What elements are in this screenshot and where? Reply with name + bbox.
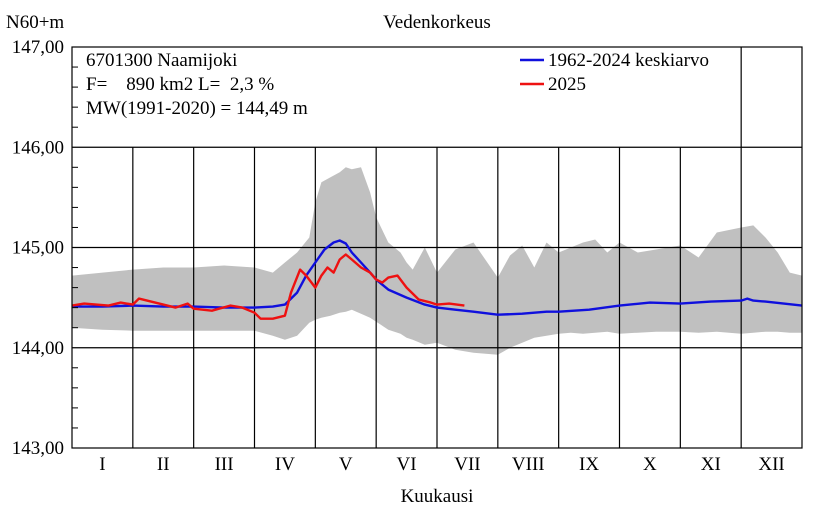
series-line-0 [72,239,803,316]
month-label-3: III [215,454,234,475]
plot-frame [71,46,803,449]
y-axis-label: N60+m [6,12,64,33]
y-tick-label-4: 143,00 [12,438,64,459]
month-label-6: VI [397,454,417,475]
series-line-1 [71,253,465,320]
legend-label-average: 1962-2024 keskiarvo [548,50,709,71]
series-layer [71,239,803,320]
info-box: 6701300 Naamijoki F= 890 km2 L= 2,3 % MW… [86,50,308,119]
month-label-7: VII [454,454,480,475]
month-label-2: II [157,454,170,475]
month-label-9: IX [579,454,599,475]
month-label-10: X [643,454,657,475]
month-label-4: IV [275,454,295,475]
y-tick-label-0: 147,00 [12,37,64,58]
x-axis-label: Kuukausi [401,486,474,507]
legend: 1962-2024 keskiarvo 2025 [520,50,709,95]
month-label-12: XII [758,454,784,475]
month-label-8: VIII [512,454,545,475]
y-tick-label-3: 144,00 [12,338,64,359]
y-tick-label-2: 145,00 [12,238,64,259]
info-line-mw: MW(1991-2020) = 144,49 m [86,98,308,119]
month-label-5: V [339,454,353,475]
legend-label-2025: 2025 [548,74,586,95]
info-line-area: F= 890 km2 L= 2,3 % [86,74,274,95]
info-line-station: 6701300 Naamijoki [86,50,237,71]
month-label-1: I [99,454,105,475]
y-tick-label-1: 146,00 [12,137,64,158]
chart-title: Vedenkorkeus [383,12,491,33]
month-label-11: XI [701,454,721,475]
grid-layer [72,47,802,448]
